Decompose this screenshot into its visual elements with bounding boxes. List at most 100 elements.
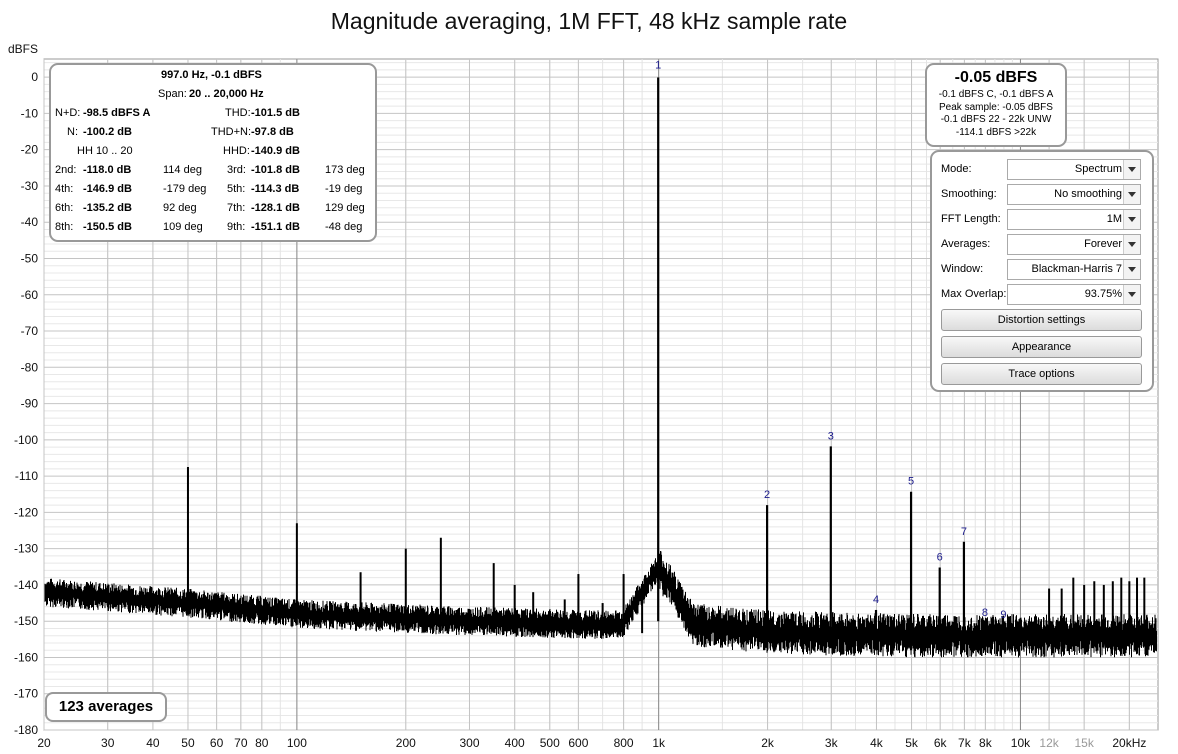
y-tick-label: -150 xyxy=(14,614,38,628)
y-axis-unit-label: dBFS xyxy=(8,42,39,56)
smoothing-label: Smoothing: xyxy=(941,188,997,200)
y-tick-label: -180 xyxy=(14,723,38,737)
averages-label: Averages: xyxy=(941,238,991,250)
x-tick-label: 30 xyxy=(101,736,115,750)
peak-level-value: -0.05 dBFS xyxy=(954,69,1038,86)
hhd-label: HHD: xyxy=(223,145,250,157)
y-tick-label: -160 xyxy=(14,650,38,664)
max-overlap-label: Max Overlap: xyxy=(941,288,1007,300)
averages-value: Forever xyxy=(1084,238,1122,250)
smoothing-value: No smoothing xyxy=(1054,188,1122,200)
harmonic-label: 8th: xyxy=(55,221,74,233)
fft-length-value: 1M xyxy=(1106,213,1122,225)
harmonic-number-label: 4 xyxy=(873,594,879,606)
smoothing-select[interactable]: No smoothing xyxy=(1007,184,1141,205)
averages-row: Averages: Forever xyxy=(932,233,1152,255)
x-tick-label: 20 xyxy=(37,736,51,750)
max-overlap-value: 93.75% xyxy=(1084,288,1122,300)
fft-length-row: FFT Length: 1M xyxy=(932,208,1152,230)
window-value: Blackman-Harris 7 xyxy=(1031,263,1122,275)
peak-level-panel: -0.05 dBFS -0.1 dBFS C, -0.1 dBFS A Peak… xyxy=(925,63,1067,147)
y-tick-label: -60 xyxy=(21,288,39,302)
harmonic-label: 7th: xyxy=(227,202,246,214)
harmonic-row: 4th: -146.9 dB -179 deg 5th: -114.3 dB -19 de… xyxy=(51,183,375,201)
harmonic-phase: 129 deg xyxy=(325,202,365,214)
harmonic-level: -118.0 dB xyxy=(83,164,132,176)
thd-value: -101.5 dB xyxy=(251,107,300,119)
chevron-down-icon[interactable] xyxy=(1123,260,1140,279)
harmonic-phase: -179 deg xyxy=(163,183,207,195)
thdn-label: THD+N: xyxy=(211,126,252,138)
chevron-down-icon[interactable] xyxy=(1123,210,1140,229)
x-tick-label: 80 xyxy=(255,736,269,750)
noise-floor-trace xyxy=(44,551,1157,658)
chevron-down-icon[interactable] xyxy=(1123,185,1140,204)
y-tick-label: -110 xyxy=(15,469,38,483)
mode-row: Mode: Spectrum xyxy=(932,158,1152,180)
x-tick-label: 40 xyxy=(146,736,160,750)
x-tick-label: 20kHz xyxy=(1112,736,1146,750)
chevron-down-icon[interactable] xyxy=(1123,235,1140,254)
x-tick-label: 1k xyxy=(652,736,666,750)
harmonic-number-label: 9 xyxy=(1000,609,1006,621)
y-tick-label: -50 xyxy=(21,251,39,265)
harmonic-row: 2nd: -118.0 dB 114 deg 3rd: -101.8 dB 173 deg xyxy=(51,164,375,182)
harmonic-level: -101.8 dB xyxy=(251,164,300,176)
harmonic-phase: 173 deg xyxy=(325,164,365,176)
nd-value: -98.5 dBFS A xyxy=(83,107,151,119)
x-tick-label: 60 xyxy=(210,736,224,750)
x-tick-label: 50 xyxy=(181,736,195,750)
fft-length-select[interactable]: 1M xyxy=(1007,209,1141,230)
fft-length-label: FFT Length: xyxy=(941,213,1001,225)
max-overlap-select[interactable]: 93.75% xyxy=(1007,284,1141,305)
peak-line: -0.1 dBFS 22 - 22k UNW xyxy=(940,114,1052,125)
harmonic-number-label: 1 xyxy=(655,59,661,71)
chevron-down-icon[interactable] xyxy=(1123,160,1140,179)
y-tick-label: -130 xyxy=(14,542,38,556)
mode-value: Spectrum xyxy=(1074,163,1122,175)
harmonic-number-label: 2 xyxy=(764,489,770,501)
harmonic-label: 4th: xyxy=(55,183,74,195)
appearance-button[interactable]: Appearance xyxy=(941,336,1142,358)
x-tick-label: 200 xyxy=(396,736,416,750)
mode-select[interactable]: Spectrum xyxy=(1007,159,1141,180)
peak-line: -0.1 dBFS C, -0.1 dBFS A xyxy=(938,89,1054,100)
x-tick-label: 600 xyxy=(568,736,588,750)
harmonic-number-label: 3 xyxy=(828,430,834,442)
harmonic-phase: -48 deg xyxy=(325,221,363,233)
n-label: N: xyxy=(67,126,78,138)
x-tick-label: 10k xyxy=(1011,736,1031,750)
fundamental-readout: 997.0 Hz, -0.1 dBFS xyxy=(161,69,262,81)
x-tick-label: 15k xyxy=(1074,736,1094,750)
stats-panel: 997.0 Hz, -0.1 dBFS Span: 20 .. 20,000 H… xyxy=(49,63,377,242)
distortion-settings-button[interactable]: Distortion settings xyxy=(941,309,1142,331)
x-tick-label: 8k xyxy=(979,736,993,750)
harmonic-level: -151.1 dB xyxy=(251,221,300,233)
harmonic-label: 2nd: xyxy=(55,164,77,176)
averages-select[interactable]: Forever xyxy=(1007,234,1141,255)
harmonic-phase: 109 deg xyxy=(163,221,203,233)
y-tick-label: -40 xyxy=(21,215,39,229)
x-tick-label: 400 xyxy=(505,736,525,750)
harmonic-label: 3rd: xyxy=(227,164,246,176)
x-tick-label: 500 xyxy=(540,736,560,750)
harmonic-number-label: 5 xyxy=(908,476,914,488)
window-select[interactable]: Blackman-Harris 7 xyxy=(1007,259,1141,280)
chevron-down-icon[interactable] xyxy=(1123,285,1140,304)
n-value: -100.2 dB xyxy=(83,126,132,138)
thd-label: THD: xyxy=(225,107,251,119)
harmonic-level: -146.9 dB xyxy=(83,183,132,195)
window-label: Window: xyxy=(941,263,984,275)
trace-options-button[interactable]: Trace options xyxy=(941,363,1142,385)
harmonic-label: 5th: xyxy=(227,183,246,195)
peak-line: Peak sample: -0.05 dBFS xyxy=(939,101,1053,113)
x-tick-label: 800 xyxy=(614,736,634,750)
harmonic-label: 6th: xyxy=(55,202,74,214)
harmonic-level: -150.5 dB xyxy=(83,221,132,233)
thdn-value: -97.8 dB xyxy=(251,126,294,138)
harmonic-level: -128.1 dB xyxy=(251,202,300,214)
settings-panel: Mode: Spectrum Smoothing: No smoothing F… xyxy=(930,150,1154,392)
y-tick-label: 0 xyxy=(31,70,38,84)
x-tick-label: 3k xyxy=(825,736,839,750)
